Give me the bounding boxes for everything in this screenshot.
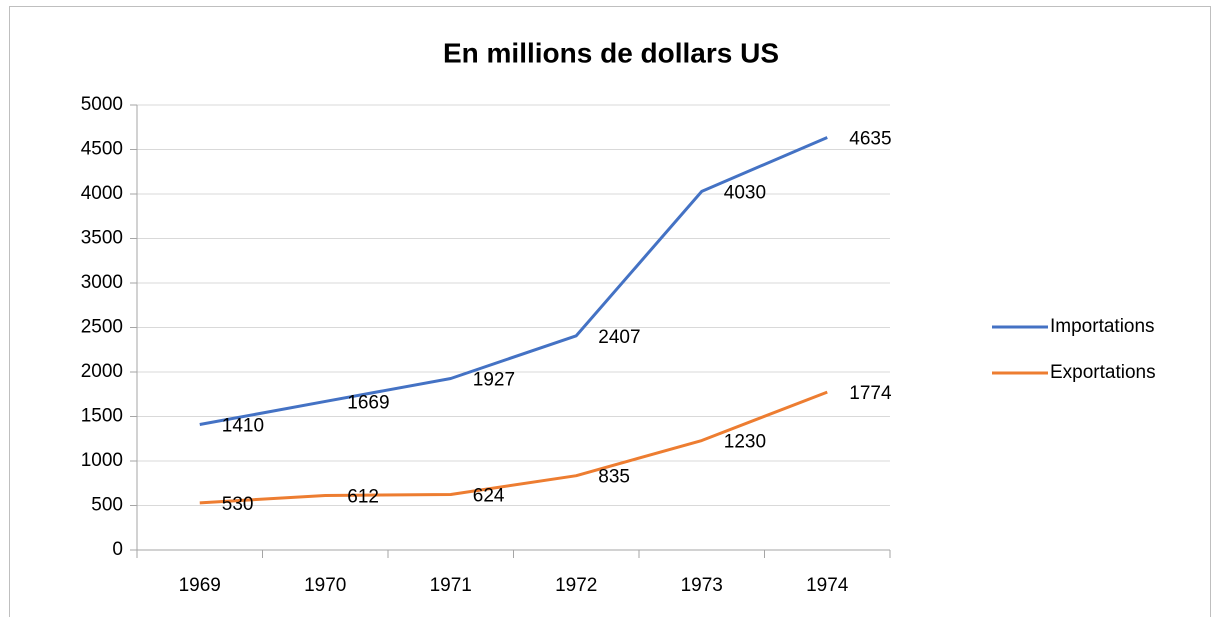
data-label: 4635 <box>849 129 891 150</box>
x-tick-label: 1971 <box>430 575 472 596</box>
y-tick-label: 3000 <box>81 272 123 293</box>
data-label: 612 <box>347 487 379 508</box>
data-label: 1230 <box>724 432 766 453</box>
data-label: 1669 <box>347 392 389 413</box>
data-label: 2407 <box>598 327 640 348</box>
y-tick-label: 2500 <box>81 317 123 338</box>
line <box>199 390 828 505</box>
data-label: 1410 <box>222 416 264 437</box>
y-tick-label: 1500 <box>81 406 123 427</box>
x-tick-label: 1969 <box>179 575 221 596</box>
x-tick-label: 1973 <box>681 575 723 596</box>
data-label: 4030 <box>724 182 766 203</box>
y-tick-label: 1000 <box>81 450 123 471</box>
data-label: 1774 <box>849 383 892 404</box>
y-tick-label: 2000 <box>81 361 123 382</box>
chart-border <box>9 6 1211 617</box>
data-label: 624 <box>473 485 505 506</box>
data-label: 530 <box>222 494 254 515</box>
y-tick-label: 5000 <box>81 94 123 115</box>
line <box>199 136 828 426</box>
chart-title: En millions de dollars US <box>443 37 779 68</box>
data-label: 1927 <box>473 370 515 391</box>
x-tick-label: 1970 <box>304 575 346 596</box>
data-label: 835 <box>598 467 630 488</box>
legend-label: Importations <box>1050 316 1155 337</box>
y-tick-label: 4500 <box>81 139 123 160</box>
y-tick-label: 500 <box>91 495 123 516</box>
legend-label: Exportations <box>1050 362 1156 383</box>
y-tick-label: 0 <box>112 539 123 560</box>
x-tick-label: 1972 <box>555 575 597 596</box>
y-tick-label: 3500 <box>81 228 123 249</box>
y-tick-label: 4000 <box>81 183 123 204</box>
x-tick-label: 1974 <box>806 575 849 596</box>
